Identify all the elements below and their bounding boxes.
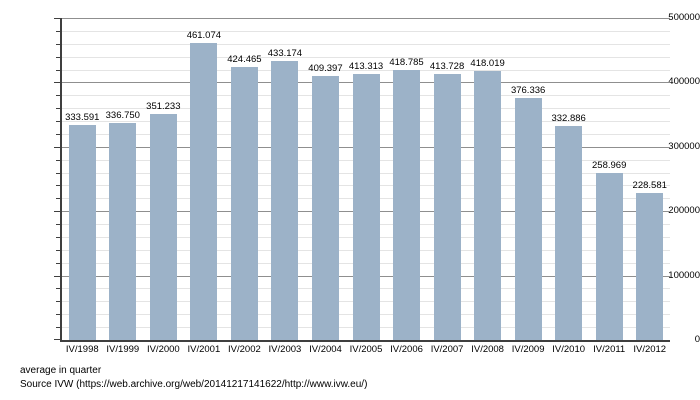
y-axis-tick bbox=[56, 159, 60, 161]
bar-IV/2010 bbox=[555, 126, 583, 340]
bar-IV/2000 bbox=[149, 114, 177, 340]
y-axis-tick-label: 200000 bbox=[668, 205, 700, 217]
y-axis-tick bbox=[56, 43, 60, 45]
y-axis-tick bbox=[56, 224, 60, 226]
bar-IV/2009 bbox=[514, 98, 542, 340]
x-axis-tick-label: IV/1999 bbox=[106, 344, 140, 355]
x-axis-tick-label: IV/2000 bbox=[146, 344, 180, 355]
bar-value-label: 418.785 bbox=[389, 57, 424, 68]
bar-value-label: 376.336 bbox=[510, 85, 546, 96]
bar-IV/2004 bbox=[311, 76, 339, 340]
x-axis-tick-label: IV/2008 bbox=[471, 344, 504, 355]
x-axis-tick-label: IV/2001 bbox=[187, 344, 221, 355]
x-axis-tick-label: IV/2002 bbox=[228, 344, 261, 355]
bar-IV/1998 bbox=[68, 125, 96, 340]
y-axis-tick bbox=[56, 108, 60, 110]
minor-gridline bbox=[62, 56, 670, 58]
y-axis-tick-label: 500000 bbox=[668, 12, 700, 23]
y-axis-tick bbox=[56, 301, 60, 303]
y-axis-tick bbox=[56, 69, 60, 71]
bar-value-label: 418.019 bbox=[470, 58, 505, 69]
y-axis-tick bbox=[56, 172, 60, 174]
y-axis-tick bbox=[56, 314, 60, 316]
y-axis-tick bbox=[54, 339, 60, 340]
bar-value-label: 413.313 bbox=[348, 61, 384, 72]
bar-value-label: 461.074 bbox=[186, 30, 222, 41]
y-axis-tick-label: 400000 bbox=[668, 76, 700, 88]
x-axis-tick-label: IV/2007 bbox=[430, 344, 464, 355]
bar-IV/2002 bbox=[230, 67, 258, 340]
major-gridline bbox=[62, 18, 670, 19]
bar-value-label: 413.728 bbox=[429, 61, 465, 72]
y-axis-tick bbox=[54, 146, 60, 148]
y-axis-tick bbox=[54, 211, 60, 213]
bar-value-label: 228.581 bbox=[632, 180, 667, 191]
y-axis-tick bbox=[56, 249, 60, 251]
y-axis-tick bbox=[56, 236, 60, 238]
bar-value-label: 409.397 bbox=[308, 63, 343, 74]
bar-value-label: 351.233 bbox=[146, 101, 181, 112]
bar-IV/2003 bbox=[271, 61, 299, 340]
x-axis-tick-label: IV/2010 bbox=[552, 344, 586, 355]
bar-value-label: 333.591 bbox=[65, 112, 100, 123]
bar-value-label: 336.750 bbox=[105, 110, 140, 121]
y-axis-tick bbox=[56, 56, 60, 58]
x-axis-tick-label: IV/2009 bbox=[511, 344, 545, 355]
y-axis-tick bbox=[54, 275, 60, 277]
y-axis-tick-label: 0 bbox=[694, 334, 700, 345]
y-axis-tick bbox=[56, 288, 60, 290]
y-axis-tick bbox=[54, 82, 60, 84]
plot-area: 333.591 336.750 351.233 461.074 424.465 433.1… bbox=[54, 18, 670, 342]
y-axis-tick bbox=[56, 327, 60, 329]
bar-value-label: 258.969 bbox=[592, 160, 627, 171]
x-axis-tick-label: IV/1998 bbox=[65, 344, 99, 355]
y-axis-tick bbox=[56, 262, 60, 264]
caption-source-link: Source IVW (https://web.archive.org/web/… bbox=[20, 379, 368, 390]
y-axis-tick bbox=[56, 121, 60, 123]
y-axis-tick bbox=[56, 185, 60, 187]
bar-IV/2006 bbox=[393, 70, 421, 340]
y-axis-tick bbox=[54, 18, 60, 19]
minor-gridline bbox=[62, 43, 670, 45]
x-axis-tick-label: IV/2005 bbox=[349, 344, 383, 355]
bar-value-label: 433.174 bbox=[267, 48, 303, 59]
bar-IV/1999 bbox=[109, 123, 137, 340]
minor-gridline bbox=[62, 30, 670, 32]
bar-value-label: 332.886 bbox=[551, 113, 586, 124]
y-axis-tick bbox=[56, 133, 60, 135]
bar-IV/2005 bbox=[352, 74, 380, 340]
bar-IV/2012 bbox=[636, 193, 664, 340]
bar-IV/2001 bbox=[190, 43, 218, 340]
bar-IV/2007 bbox=[433, 74, 461, 340]
y-axis-tick bbox=[56, 95, 60, 97]
y-axis-tick-label: 300000 bbox=[668, 140, 700, 152]
x-axis-tick-label: IV/2006 bbox=[390, 344, 423, 355]
y-axis-tick bbox=[56, 30, 60, 32]
x-axis-tick-label: IV/2011 bbox=[593, 344, 626, 355]
bar-IV/2011 bbox=[595, 173, 623, 340]
x-axis-tick-label: IV/2003 bbox=[268, 344, 302, 355]
minor-gridline bbox=[62, 69, 670, 71]
y-axis-tick-label: 100000 bbox=[668, 269, 700, 281]
caption-average-in-quarter: average in quarter bbox=[20, 365, 102, 376]
x-axis-tick-label: IV/2012 bbox=[633, 344, 667, 355]
x-axis-tick-label: IV/2004 bbox=[309, 344, 342, 355]
y-axis-tick bbox=[56, 198, 60, 200]
bar-value-label: 424.465 bbox=[227, 54, 262, 65]
bar-IV/2008 bbox=[474, 71, 502, 340]
